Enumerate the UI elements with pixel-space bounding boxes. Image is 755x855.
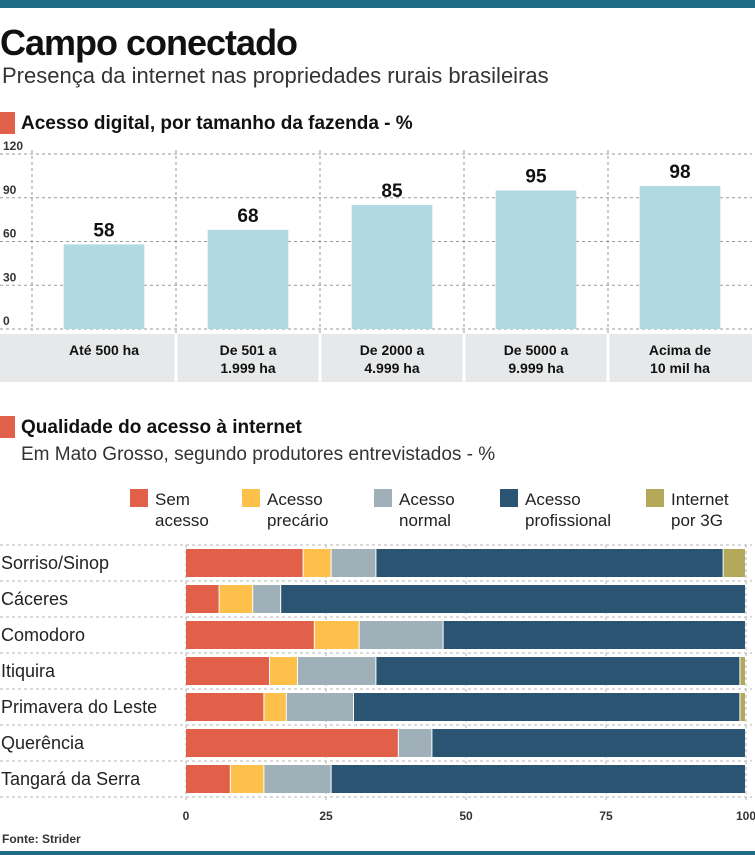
legend-label: Internet (671, 490, 729, 509)
category-band (0, 334, 752, 382)
stacked-segment (253, 585, 281, 613)
bottom-accent-bar (0, 851, 755, 855)
legend-label: precário (267, 511, 328, 530)
stacked-segment (398, 729, 432, 757)
stacked-segment (303, 549, 331, 577)
bar (495, 190, 577, 329)
bar (207, 229, 289, 329)
x-category-label: De 501 a (220, 342, 277, 358)
stacked-segment (270, 657, 297, 685)
bar-value-label: 85 (381, 181, 403, 202)
section-marker-digital (0, 112, 15, 134)
region-label: Sorriso/Sinop (1, 553, 109, 573)
stacked-segment (298, 657, 376, 685)
stacked-segment (376, 657, 740, 685)
region-label: Itiquira (1, 661, 56, 681)
y-tick-label: 0 (3, 314, 10, 328)
stacked-segment (264, 765, 331, 793)
stacked-segment (740, 657, 745, 685)
x-category-label: Até 500 ha (69, 342, 139, 358)
legend-label: Acesso (399, 490, 455, 509)
x-tick-label: 0 (183, 809, 190, 823)
x-category-label: De 5000 a (504, 342, 569, 358)
stacked-segment (286, 693, 353, 721)
bar-value-label: 58 (93, 220, 114, 241)
stacked-segment (432, 729, 745, 757)
legend-swatch (500, 489, 518, 507)
legend-label: por 3G (671, 511, 723, 530)
x-category-label: 1.999 ha (220, 360, 275, 376)
page-title: Campo conectado (0, 22, 298, 63)
legend-label: Acesso (525, 490, 581, 509)
stacked-segment (186, 549, 303, 577)
bar (351, 205, 433, 329)
legend-swatch (646, 489, 664, 507)
legend-label: Acesso (267, 490, 323, 509)
stacked-segment (376, 549, 723, 577)
stacked-segment (354, 693, 740, 721)
page-subtitle: Presença da internet nas propriedades ru… (2, 63, 549, 88)
chart-subtitle-quality: Em Mato Grosso, segundo produtores entre… (21, 444, 496, 465)
legend-swatch (374, 489, 392, 507)
legend-swatch (242, 489, 260, 507)
bar-value-label: 98 (669, 162, 690, 183)
legend-label: Sem (155, 490, 190, 509)
stacked-segment (186, 693, 264, 721)
stacked-segment (723, 549, 745, 577)
x-tick-label: 50 (459, 809, 473, 823)
stacked-segment (331, 549, 376, 577)
x-tick-label: 75 (599, 809, 613, 823)
chart-title-quality: Qualidade do acesso à internet (21, 417, 302, 438)
chart-title-digital: Acesso digital, por tamanho da fazenda -… (21, 113, 413, 134)
bar (639, 186, 721, 329)
region-label: Cáceres (1, 589, 68, 609)
bar-value-label: 68 (237, 206, 258, 227)
stacked-segment (740, 693, 745, 721)
y-tick-label: 30 (3, 270, 17, 284)
bar-value-label: 95 (525, 166, 547, 187)
x-tick-label: 100 (736, 809, 755, 823)
region-label: Querência (1, 733, 85, 753)
stacked-segment (281, 585, 745, 613)
x-category-label: Acima de (649, 342, 711, 358)
y-tick-label: 90 (3, 183, 17, 197)
y-tick-label: 120 (3, 139, 23, 153)
region-label: Comodoro (1, 625, 85, 645)
legend-label: normal (399, 511, 451, 530)
y-tick-label: 60 (3, 227, 17, 241)
x-category-label: 9.999 ha (508, 360, 563, 376)
stacked-segment (264, 693, 286, 721)
stacked-segment (219, 585, 253, 613)
legend-swatch (130, 489, 148, 507)
x-category-label: 10 mil ha (650, 360, 710, 376)
legend-label: acesso (155, 511, 209, 530)
section-marker-quality (0, 416, 15, 438)
top-accent-bar (0, 0, 755, 8)
stacked-segment (443, 621, 745, 649)
stacked-segment (331, 765, 745, 793)
x-tick-label: 25 (319, 809, 333, 823)
stacked-segment (186, 621, 314, 649)
region-label: Primavera do Leste (1, 697, 157, 717)
stacked-segment (314, 621, 359, 649)
x-category-label: De 2000 a (360, 342, 425, 358)
bar (63, 244, 145, 329)
stacked-segment (186, 657, 269, 685)
x-category-label: 4.999 ha (364, 360, 419, 376)
legend-label: profissional (525, 511, 611, 530)
stacked-segment (186, 585, 219, 613)
bar-chart-digital: 0 30 60 90 120 58 Até 500 ha 68 De 501 a 1.999 ha… (0, 139, 752, 382)
region-label: Tangará da Serra (1, 769, 141, 789)
stacked-segment (186, 765, 230, 793)
stacked-segment (186, 729, 398, 757)
stacked-segment (230, 765, 264, 793)
source-note: Fonte: Strider (2, 832, 81, 846)
stacked-segment (359, 621, 443, 649)
